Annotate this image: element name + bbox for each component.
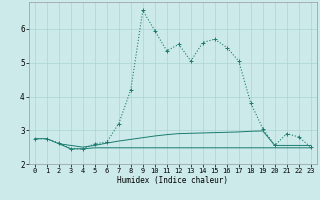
X-axis label: Humidex (Indice chaleur): Humidex (Indice chaleur) [117, 176, 228, 185]
